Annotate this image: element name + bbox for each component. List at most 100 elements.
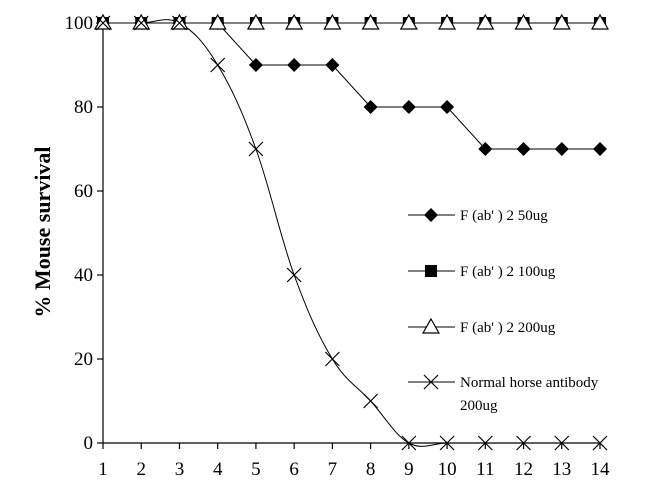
series-markers-3 [93, 13, 610, 30]
legend-entry: F (ab' ) 2 100ug [408, 264, 556, 280]
data-point [361, 13, 380, 30]
square-marker [425, 265, 437, 277]
cross-marker [477, 435, 493, 451]
diamond-marker [554, 142, 569, 156]
cross-marker [423, 374, 439, 390]
x-tick-label: 6 [289, 459, 299, 480]
data-point [399, 13, 418, 30]
series-markers-4 [95, 15, 608, 451]
cross-marker [286, 267, 302, 283]
data-point [554, 142, 569, 156]
x-tick-label: 11 [476, 459, 494, 480]
legend-label: F (ab' ) 2 200ug [460, 320, 556, 336]
diamond-marker [440, 100, 455, 114]
legend: F (ab' ) 2 50ug F (ab' ) 2 100ug F (ab' ) … [408, 208, 599, 414]
y-tick-label: 0 [84, 433, 94, 454]
diamond-marker [593, 142, 607, 156]
triangle-marker [93, 13, 113, 30]
data-point [592, 435, 608, 451]
data-point [286, 267, 302, 283]
legend-label: Normal horse antibody [460, 375, 599, 391]
cross-marker [401, 435, 417, 451]
legend-label: F (ab' ) 2 50ug [460, 208, 548, 224]
cross-marker [172, 15, 187, 31]
data-point [438, 13, 457, 30]
data-point [248, 141, 264, 157]
data-point [425, 265, 437, 277]
cross-marker [95, 15, 111, 31]
series-layer [93, 13, 610, 451]
diamond-marker [325, 58, 340, 72]
data-point [593, 142, 607, 156]
data-point [93, 13, 113, 30]
x-tick-label: 3 [175, 459, 185, 480]
triangle-marker [514, 13, 533, 30]
data-point [363, 393, 379, 409]
cross-marker [133, 15, 149, 31]
cross-marker [592, 435, 608, 451]
data-point [554, 435, 570, 451]
data-point [208, 13, 227, 30]
diamond-marker [287, 58, 302, 72]
series-line [103, 22, 600, 150]
diamond-marker [401, 100, 416, 114]
data-point [132, 13, 151, 30]
data-point [423, 374, 439, 390]
data-point [440, 100, 455, 114]
data-point [516, 435, 531, 451]
diamond-marker [248, 58, 263, 72]
y-tick-label: 60 [74, 181, 93, 202]
legend-label-line2: 200ug [460, 398, 498, 414]
triangle-marker [590, 13, 610, 30]
cross-marker [363, 393, 379, 409]
data-point [133, 15, 149, 31]
data-point [172, 15, 187, 31]
cross-marker [210, 57, 226, 73]
legend-entry: F (ab' ) 2 200ug [408, 317, 556, 336]
data-point [476, 13, 495, 30]
triangle-marker [323, 13, 342, 30]
x-tick-label: 8 [366, 459, 376, 480]
triangle-marker [361, 13, 380, 30]
triangle-marker [399, 13, 418, 30]
triangle-marker [285, 13, 304, 30]
x-tick-label: 7 [328, 459, 338, 480]
diamond-marker [424, 208, 438, 222]
y-tick-label: 80 [74, 97, 93, 118]
x-tick-label: 1 [98, 459, 108, 480]
legend-entry: F (ab' ) 2 50ug [408, 208, 548, 224]
data-point [439, 435, 455, 451]
data-point [477, 435, 493, 451]
y-tick-label: 100 [65, 13, 94, 34]
data-point [478, 142, 493, 156]
data-point [323, 13, 342, 30]
data-point [363, 100, 378, 114]
cross-marker [248, 141, 264, 157]
data-point [401, 100, 416, 114]
data-point [324, 351, 340, 367]
data-point [248, 58, 263, 72]
x-tick-label: 13 [552, 459, 571, 480]
data-point [95, 15, 111, 31]
triangle-marker [476, 13, 495, 30]
cross-marker [516, 435, 531, 451]
legend-label: F (ab' ) 2 100ug [460, 264, 556, 280]
y-tick-label: 20 [74, 349, 93, 370]
legend-entry: Normal horse antibody 200ug [408, 374, 599, 414]
cross-marker [324, 351, 340, 367]
x-tick-label: 9 [404, 459, 414, 480]
x-tick-label: 5 [251, 459, 261, 480]
data-point [424, 208, 438, 222]
x-tick-label: 10 [438, 459, 457, 480]
series-line-1 [103, 22, 600, 150]
diamond-marker [363, 100, 378, 114]
data-point [401, 435, 417, 451]
data-point [246, 13, 265, 30]
data-point [516, 142, 531, 156]
data-point [287, 58, 302, 72]
data-point [325, 58, 340, 72]
triangle-marker [132, 13, 151, 30]
triangle-marker [170, 13, 189, 30]
